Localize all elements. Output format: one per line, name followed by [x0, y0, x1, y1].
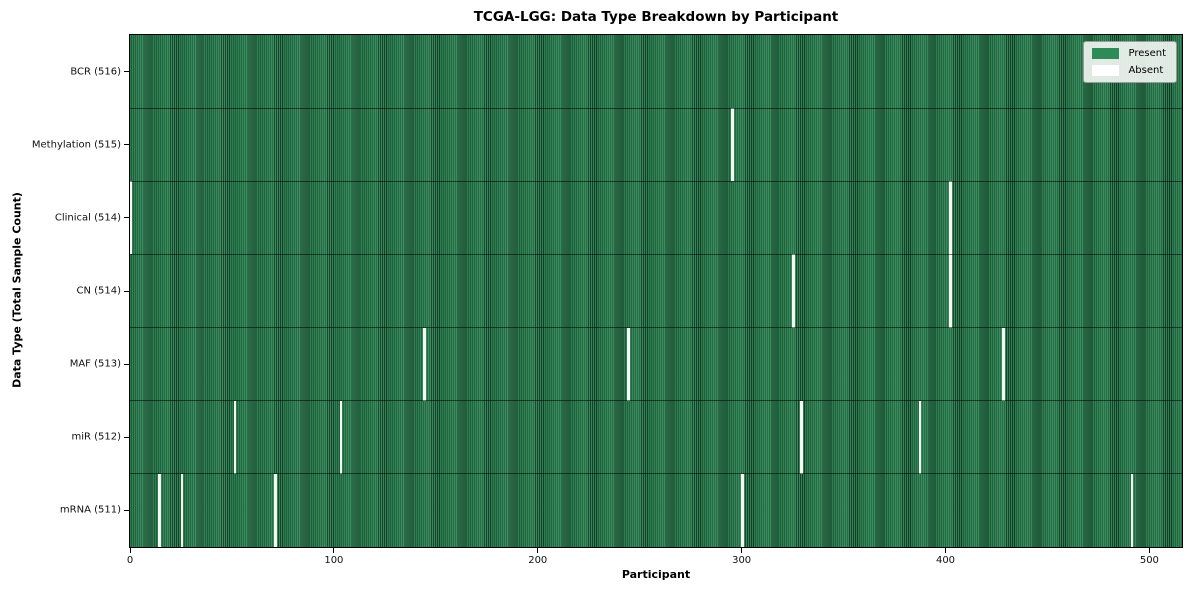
y-tick-label-mrna: mRNA (511) — [59, 504, 121, 516]
x-tick-label-400: 400 — [935, 555, 956, 566]
y-tick-mark — [124, 509, 129, 511]
x-tick-label-200: 200 — [528, 555, 548, 566]
x-tick-mark — [741, 548, 743, 553]
row-separator — [130, 473, 1182, 475]
absent-gap-clinical — [129, 181, 133, 255]
chart-title: TCGA-LGG: Data Type Breakdown by Partici… — [473, 9, 839, 25]
y-tick-label-bcr: BCR (516) — [70, 66, 121, 78]
x-tick-label-100: 100 — [324, 555, 344, 566]
plot-area: Present Absent BCR (516) Methylation (515)… — [32, 34, 1183, 566]
x-tick-mark — [129, 548, 131, 553]
x-tick-label-300: 300 — [732, 555, 752, 566]
y-tick-mark — [124, 436, 129, 438]
legend-entry-absent: Absent — [1092, 65, 1166, 76]
absent-gap-mir — [339, 400, 343, 474]
absent-gap-maf — [627, 327, 630, 401]
x-tick-mark — [945, 548, 946, 553]
y-tick-label-maf: MAF (513) — [69, 358, 121, 370]
absent-gap-mrna — [741, 473, 745, 547]
row-separator — [130, 180, 1182, 182]
legend: Present Absent — [1083, 41, 1177, 83]
y-tick-mark — [124, 144, 129, 146]
x-tick-mark — [537, 548, 539, 553]
x-tick-mark — [1148, 548, 1150, 553]
x-axis-label: Participant — [621, 568, 691, 581]
absent-gap-mir — [233, 400, 237, 474]
absent-gap-mrna — [1130, 473, 1134, 547]
legend-label-absent: Absent — [1128, 64, 1164, 76]
legend-label-present: Present — [1128, 47, 1166, 59]
row-separator — [130, 327, 1182, 329]
row-separator — [130, 107, 1182, 109]
y-tick-mark — [124, 71, 129, 73]
x-tick-mark — [333, 548, 335, 553]
legend-swatch-present — [1092, 48, 1120, 59]
y-tick-mark — [124, 290, 129, 292]
y-tick-mark — [124, 217, 129, 219]
absent-gap-clinical — [949, 181, 952, 255]
absent-gap-mrna — [158, 473, 161, 547]
absent-gap-maf — [423, 327, 426, 401]
absent-gap-cn — [792, 254, 796, 328]
row-separator — [130, 253, 1182, 255]
x-tick-label-500: 500 — [1139, 555, 1159, 566]
y-tick-label-methylation: Methylation (515) — [31, 139, 121, 151]
legend-swatch-absent — [1092, 65, 1120, 76]
absent-gap-mrna — [274, 473, 278, 547]
y-tick-label-mir: miR (512) — [71, 431, 121, 443]
row-separator — [130, 400, 1182, 402]
y-axis-label: Data Type (Total Sample Count) — [10, 192, 24, 388]
absent-gap-mrna — [180, 473, 184, 547]
absent-gap-methylation — [731, 108, 734, 182]
absent-gap-mir — [800, 400, 804, 474]
absent-gap-cn — [949, 254, 952, 328]
x-tick-label-0: 0 — [126, 555, 134, 566]
y-tick-mark — [124, 363, 129, 365]
absent-gap-mir — [918, 400, 922, 474]
y-tick-label-clinical: Clinical (514) — [54, 212, 121, 224]
y-tick-label-cn: CN (514) — [76, 285, 121, 297]
legend-entry-present: Present — [1092, 48, 1166, 59]
absent-gap-maf — [1002, 327, 1006, 401]
